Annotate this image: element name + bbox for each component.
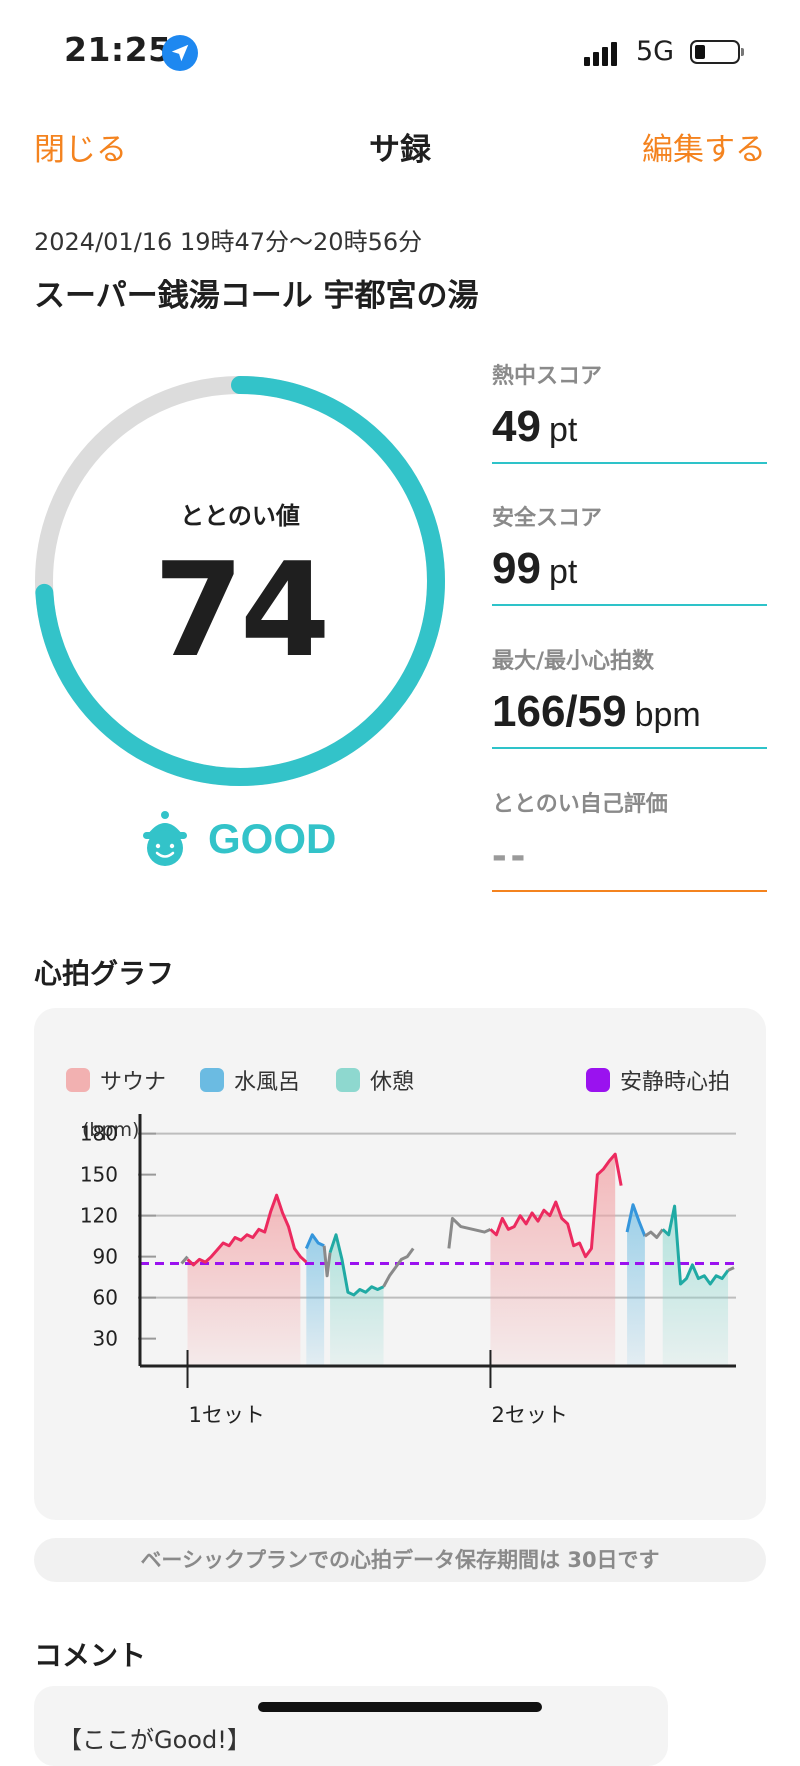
phase-area-cold: [306, 1234, 325, 1366]
legend-swatch: [200, 1068, 224, 1092]
legend-sauna: サウナ: [66, 1064, 166, 1096]
section-title-heart-graph: 心拍グラフ: [34, 957, 175, 990]
legend-label: サウナ: [100, 1070, 167, 1095]
x-tick-label: 2セット: [491, 1403, 567, 1427]
phase-area-sauna: [187, 1195, 301, 1366]
gauge-value: 74: [153, 534, 331, 686]
rating-badge: GOOD: [140, 810, 336, 868]
y-axis-unit-label: (bpm): [82, 1119, 139, 1141]
session-datetime: 2024/01/16 19時47分〜20時56分: [34, 228, 423, 256]
metric-unit: bpm: [634, 696, 701, 734]
legend-label: 安静時心拍: [620, 1070, 731, 1095]
legend-swatch: [336, 1068, 360, 1092]
divider: [492, 462, 767, 464]
hr-line-other: [727, 1266, 735, 1272]
signal-strength-icon: [584, 42, 617, 66]
y-tick-label: 90: [93, 1245, 118, 1269]
facility-name: スーパー銭湯コール 宇都宮の湯: [34, 278, 479, 314]
hr-line-cold: [625, 1203, 647, 1237]
divider: [492, 890, 767, 892]
metric-label: 安全スコア: [492, 506, 603, 531]
hr-line-rest: [328, 1233, 385, 1297]
y-tick-label: 60: [93, 1286, 118, 1310]
close-button[interactable]: 閉じる: [34, 132, 127, 168]
legend-rest: 休憩: [336, 1064, 414, 1096]
phase-area-cold: [627, 1204, 645, 1366]
legend-label: 休憩: [370, 1070, 415, 1095]
gauge-progress-arc: [35, 376, 445, 786]
sauna-hat-mascot-icon: [143, 811, 187, 866]
hr-line-sauna: [489, 1152, 623, 1259]
legend-cold-bath: 水風呂: [200, 1064, 300, 1096]
battery-icon: [690, 40, 744, 64]
status-time: 21:25: [64, 30, 172, 69]
y-tick-label: 150: [80, 1163, 118, 1187]
comment-text: 【ここがGood!】: [58, 1726, 251, 1754]
hr-line-other: [447, 1216, 492, 1249]
rating-label: GOOD: [208, 815, 337, 862]
metric-label: ととのい自己評価: [492, 792, 668, 817]
metric-label: 最大/最小心拍数: [492, 649, 655, 674]
comment-card[interactable]: 【ここがGood!】: [34, 1686, 668, 1766]
storage-notice: ベーシックプランでの心拍データ保存期間は 30日です: [34, 1538, 766, 1582]
y-tick-label: 120: [80, 1204, 118, 1228]
page-title: サ録: [369, 132, 431, 168]
phase-area-rest: [662, 1206, 729, 1366]
metric-value: 49: [492, 402, 541, 451]
legend-swatch: [66, 1068, 90, 1092]
legend-resting-hr: 安静時心拍: [586, 1064, 730, 1096]
hr-line-other: [180, 1255, 189, 1265]
section-title-comment: コメント: [34, 1639, 147, 1672]
metric-heat-score: 熱中スコア 49 pt: [492, 358, 767, 464]
legend-label: 水風呂: [234, 1070, 301, 1095]
legend-swatch: [586, 1068, 610, 1092]
y-tick-label: 30: [93, 1327, 118, 1351]
metric-value: 166/59: [492, 687, 627, 736]
divider: [492, 747, 767, 749]
hr-line-sauna: [186, 1193, 308, 1267]
hr-line-rest: [661, 1204, 730, 1286]
hr-line-other: [322, 1245, 332, 1278]
edit-button[interactable]: 編集する: [642, 132, 766, 168]
phase-area-sauna: [490, 1154, 616, 1366]
gauge-label: ととのい値: [180, 502, 300, 530]
hr-line-other: [382, 1247, 415, 1288]
phase-area-rest: [330, 1234, 384, 1366]
hr-line-cold: [304, 1233, 325, 1250]
metric-self-rating[interactable]: ととのい自己評価 --: [492, 786, 767, 892]
metric-unit: pt: [548, 411, 578, 449]
home-indicator: [258, 1702, 542, 1712]
metric-heart-rate: 最大/最小心拍数 166/59 bpm: [492, 643, 767, 749]
metric-value: --: [492, 830, 530, 879]
metric-value: 99: [492, 544, 541, 593]
metric-label: 熱中スコア: [492, 364, 603, 389]
metric-safety-score: 安全スコア 99 pt: [492, 500, 767, 606]
divider: [492, 604, 767, 606]
location-arrow-icon: [162, 35, 198, 71]
y-tick-label: 180: [80, 1122, 118, 1146]
hr-line-other: [644, 1228, 664, 1240]
totonoi-gauge: [35, 376, 445, 786]
metric-unit: pt: [548, 553, 578, 591]
network-type: 5G: [636, 36, 675, 67]
x-tick-label: 1セット: [189, 1403, 265, 1427]
heart-rate-chart: (bpm) 180 150 120 90 60 30 1セット 2セット: [80, 1114, 736, 1427]
